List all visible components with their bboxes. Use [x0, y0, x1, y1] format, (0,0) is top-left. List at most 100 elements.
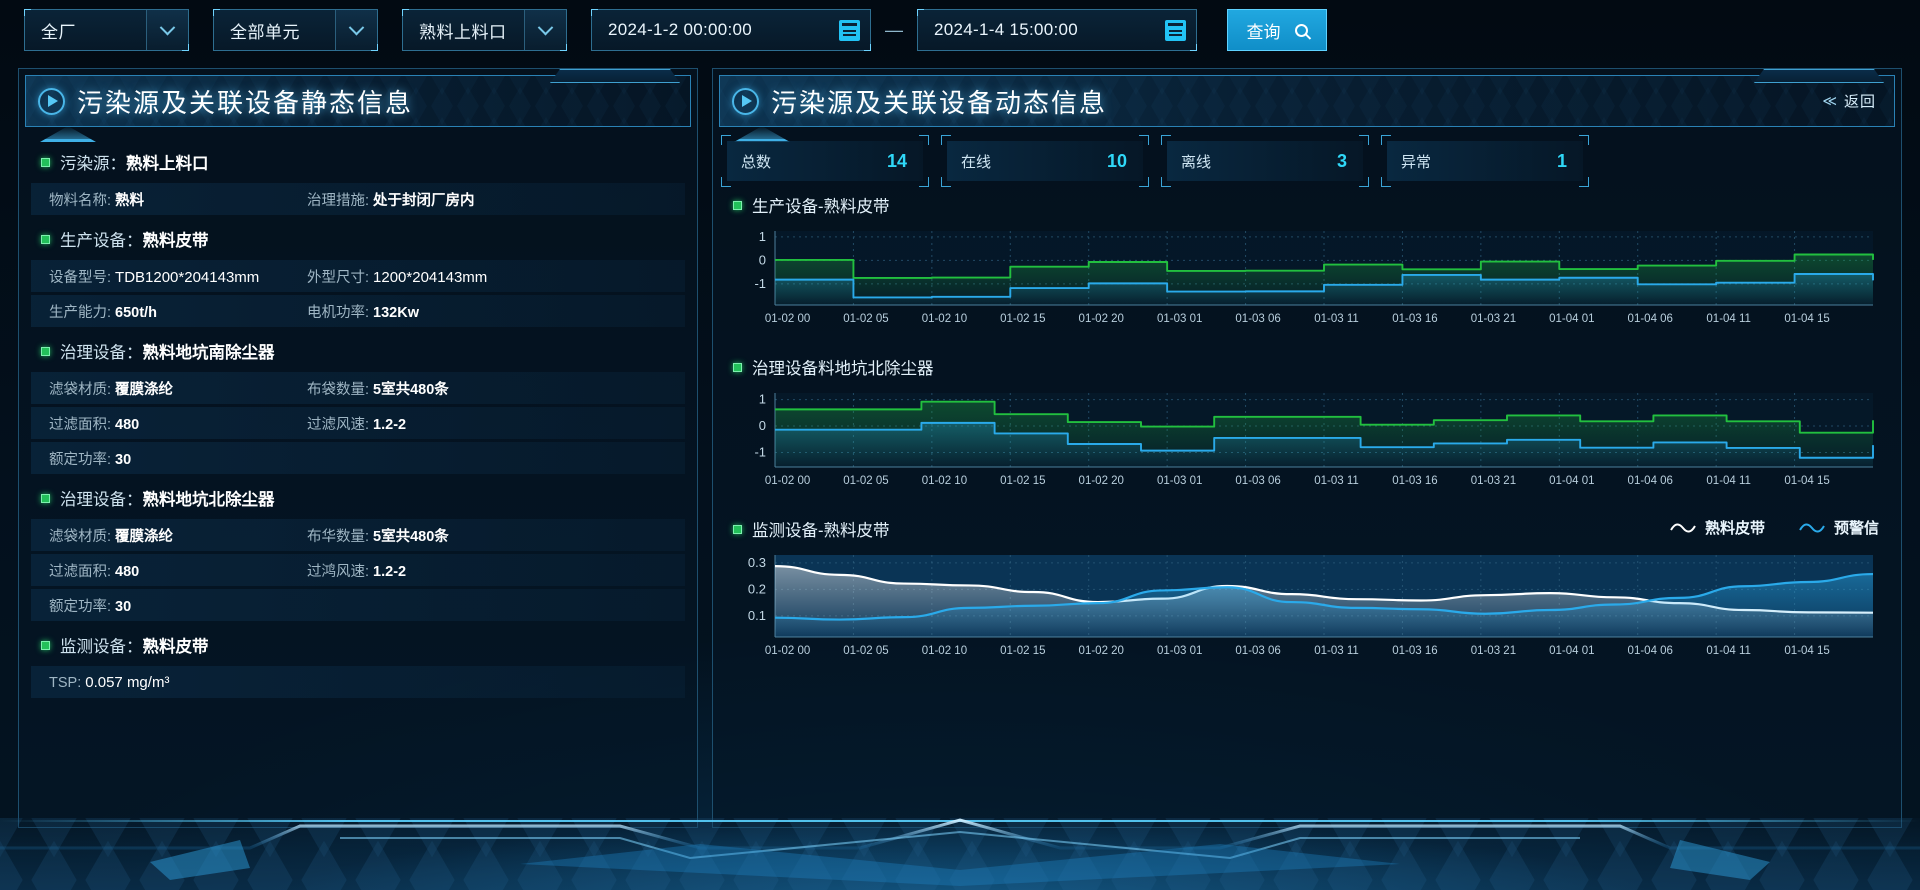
static-info-cell: 滤袋材质: 覆膜涤纶 — [49, 378, 307, 399]
x-axis-tick-label: 01-03 21 — [1471, 475, 1516, 487]
static-info-group-label: 生产设备：熟料皮带 — [60, 232, 209, 250]
x-axis-tick-label: 01-02 05 — [843, 313, 888, 325]
static-info-row: 过滤面积: 480 过滤风速: 1.2-2 — [31, 407, 685, 439]
legend-label: 熟料皮带 — [1704, 520, 1765, 537]
chart-header: 治理设备料地坑北除尘器 — [727, 355, 1887, 379]
series-line — [775, 400, 1874, 434]
status-card[interactable]: 异常 1 — [1381, 135, 1589, 187]
calendar-icon[interactable] — [828, 10, 870, 50]
chart-block: 监测设备-熟料皮带 熟料皮带 预警信 0.3 0.2 0.1 01-02 00 01-02 0… — [727, 517, 1887, 675]
static-info-value: 5室共480条 — [373, 381, 449, 398]
static-info-key: 额定功率: — [49, 451, 112, 468]
static-info-value: 5室共480条 — [373, 528, 449, 545]
static-info-cell: 过滤面积: 480 — [49, 413, 307, 434]
static-info-key: 治理措施: — [307, 192, 370, 209]
filter-toolbar: 全厂 全部单元 熟料上料口 2024-1-2 00:00:00 — 2024-1… — [0, 0, 1920, 60]
x-axis-tick-label: 01-02 00 — [765, 645, 810, 657]
static-info-value: 1.2-2 — [373, 416, 407, 433]
bullet-square-icon — [41, 346, 50, 356]
charts-container: 生产设备-熟料皮带 1 0 -1 01-02 00 01-02 05 01-02 10 01-… — [727, 193, 1887, 675]
status-card-label: 离线 — [1181, 153, 1212, 171]
query-button[interactable]: 查询 — [1227, 9, 1327, 51]
static-info-key: 布袋数量: — [307, 381, 370, 398]
status-card-value: 1 — [1556, 150, 1567, 171]
play-icon — [732, 87, 759, 115]
start-date-input[interactable]: 2024-1-2 00:00:00 — [591, 9, 871, 51]
chevron-down-icon[interactable] — [524, 10, 566, 50]
status-card-label: 异常 — [1401, 153, 1432, 171]
dynamic-info-body: 总数 14 在线 10 离线 3 异常 1 生产设备-熟料皮带 1 0 -1 01-02 00 01-0… — [713, 127, 1901, 675]
x-axis-tick-label: 01-04 15 — [1784, 313, 1829, 325]
static-info-key: 电机功率: — [307, 304, 370, 321]
chart-header: 生产设备-熟料皮带 — [727, 193, 1887, 217]
static-info-value: 处于封闭厂房内 — [373, 192, 475, 209]
x-axis-tick-label: 01-04 11 — [1706, 475, 1751, 487]
chart-title: 治理设备料地坑北除尘器 — [752, 360, 934, 378]
date-range-dash: — — [885, 19, 903, 40]
x-axis-tick-label: 01-03 01 — [1157, 313, 1202, 325]
static-info-cell: 外型尺寸: 1200*204143mm — [307, 266, 487, 287]
x-axis-tick-label: 01-02 05 — [843, 645, 888, 657]
y-axis-tick-label: 0 — [759, 418, 766, 433]
static-info-cell: 额定功率: 30 — [49, 448, 307, 469]
chart-header: 监测设备-熟料皮带 熟料皮带 预警信 — [727, 517, 1887, 541]
static-info-value: TDB1200*204143mm — [115, 268, 260, 286]
static-info-panel-header: 污染源及关联设备静态信息 — [25, 75, 691, 142]
static-info-panel-title: 污染源及关联设备静态信息 — [77, 87, 414, 118]
y-axis-tick-label: 0.2 — [748, 581, 766, 596]
static-info-value: 覆膜涤纶 — [115, 381, 174, 398]
chart-area[interactable]: 0.3 0.2 0.1 01-02 00 01-02 05 01-02 10 01-02 1… — [727, 547, 1887, 675]
static-info-list: 污染源：熟料上料口 物料名称: 熟料 治理措施: 处于封闭厂房内 生产设备：熟料皮带 设备型… — [19, 127, 697, 698]
legend-label: 预警信 — [1833, 520, 1879, 537]
static-info-value: 30 — [115, 451, 132, 468]
static-info-value: 1.2-2 — [373, 563, 407, 580]
x-axis-tick-label: 01-02 00 — [765, 475, 810, 487]
static-info-panel: 污染源及关联设备静态信息 污染源：熟料上料口 物料名称: 熟料 治理措施: 处于封闭厂房… — [18, 68, 698, 828]
status-card[interactable]: 离线 3 — [1161, 135, 1369, 187]
x-axis-tick-label: 01-04 06 — [1628, 475, 1673, 487]
end-date-input[interactable]: 2024-1-4 15:00:00 — [917, 9, 1197, 51]
legend-wave-icon — [1799, 523, 1825, 532]
static-info-key: 生产能力: — [49, 304, 112, 321]
chart-area[interactable]: 1 0 -1 01-02 00 01-02 05 01-02 10 01-02 15 01-0… — [727, 223, 1887, 343]
status-card-label: 在线 — [961, 153, 992, 171]
legend-item[interactable]: 预警信 — [1799, 517, 1879, 538]
status-card[interactable]: 总数 14 — [721, 135, 929, 187]
static-info-key: 过滤面积: — [49, 416, 112, 433]
static-info-cell: TSP: 0.057 mg/m³ — [49, 674, 307, 691]
x-axis-tick-label: 01-03 11 — [1314, 475, 1359, 487]
chevron-down-icon[interactable] — [335, 10, 377, 50]
y-axis-tick-label: 0.3 — [748, 555, 766, 570]
static-info-key: 额定功率: — [49, 598, 112, 615]
unit-select[interactable]: 全部单元 — [213, 9, 378, 51]
chart-area[interactable]: 1 0 -1 01-02 00 01-02 05 01-02 10 01-02 15 01-0… — [727, 385, 1887, 505]
chart-plot: 0.3 0.2 0.1 01-02 00 01-02 05 01-02 10 01-02 1… — [748, 555, 1874, 657]
static-info-value: 覆膜涤纶 — [115, 528, 174, 545]
source-select[interactable]: 熟料上料口 — [402, 9, 567, 51]
plant-select[interactable]: 全厂 — [24, 9, 189, 51]
back-button[interactable]: ≪ 返回 — [1822, 91, 1876, 112]
x-axis-tick-label: 01-04 01 — [1549, 475, 1594, 487]
legend-item[interactable]: 熟料皮带 — [1670, 517, 1765, 538]
query-button-label: 查询 — [1246, 22, 1281, 42]
static-info-cell: 过滤面积: 480 — [49, 560, 307, 581]
static-info-cell: 布华数量: 5室共480条 — [307, 525, 449, 546]
back-button-label: 返回 — [1843, 93, 1876, 111]
static-info-row: 额定功率: 30 — [31, 442, 685, 474]
chart-block: 生产设备-熟料皮带 1 0 -1 01-02 00 01-02 05 01-02 10 01-… — [727, 193, 1887, 343]
legend-wave-icon — [1670, 523, 1696, 532]
static-info-row: 物料名称: 熟料 治理措施: 处于封闭厂房内 — [31, 183, 685, 215]
dynamic-info-panel: 污染源及关联设备动态信息 ≪ 返回 总数 14 在线 10 离线 3 异常 1 生产设备-熟料… — [712, 68, 1902, 828]
chevron-down-icon[interactable] — [146, 10, 188, 50]
calendar-icon[interactable] — [1154, 10, 1196, 50]
bullet-square-icon — [733, 524, 742, 534]
y-axis-tick-label: 0 — [759, 252, 766, 267]
static-info-key: 物料名称: — [49, 192, 112, 209]
status-card[interactable]: 在线 10 — [941, 135, 1149, 187]
x-axis-tick-label: 01-04 01 — [1549, 645, 1594, 657]
x-axis-tick-label: 01-02 10 — [922, 645, 967, 657]
bullet-square-icon — [41, 493, 50, 503]
static-info-value: 650t/h — [115, 304, 157, 321]
x-axis-tick-label: 01-03 16 — [1392, 475, 1437, 487]
x-axis-tick-label: 01-03 21 — [1471, 645, 1516, 657]
